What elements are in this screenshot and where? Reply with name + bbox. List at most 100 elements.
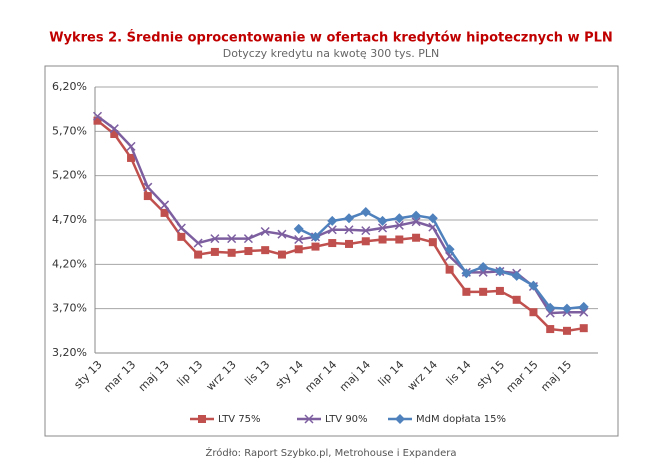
chart-subtitle: Dotyczy kredytu na kwotę 300 tys. PLN (223, 47, 439, 60)
data-point (304, 414, 314, 424)
data-point (462, 287, 471, 296)
data-point (143, 192, 152, 201)
y-tick-label: 6,20% (52, 80, 87, 93)
series-line (96, 119, 584, 333)
x-tick-label: sty 15 (474, 358, 507, 391)
x-tick-label: mar 14 (302, 358, 339, 395)
data-point (210, 247, 219, 256)
x-tick-label: lis 13 (242, 358, 272, 388)
data-point (411, 210, 422, 221)
data-point (310, 231, 321, 242)
y-tick-label: 5,20% (52, 169, 87, 182)
data-point (562, 326, 571, 335)
data-point (277, 229, 287, 239)
data-point (328, 239, 337, 248)
y-tick-label: 5,70% (52, 124, 87, 137)
data-point (327, 215, 338, 226)
source-note: Źródło: Raport Szybko.pl, Metrohouse i E… (206, 446, 457, 459)
data-point (529, 308, 538, 317)
data-point (479, 287, 488, 296)
data-point (361, 237, 370, 246)
data-point (344, 225, 354, 235)
data-point (411, 217, 421, 227)
data-point (545, 302, 556, 313)
data-point (494, 266, 505, 277)
data-point (360, 207, 371, 218)
data-point (561, 303, 572, 314)
y-tick-label: 4,70% (52, 213, 87, 226)
data-point (528, 280, 539, 291)
x-tick-label: lip 13 (175, 358, 206, 389)
data-point (445, 265, 454, 274)
legend-label: MdM dopłata 15% (416, 414, 506, 425)
data-point (210, 234, 220, 244)
x-tick-label: lip 14 (376, 358, 407, 389)
data-point (177, 232, 186, 241)
data-point (428, 238, 437, 247)
legend-label: LTV 90% (325, 414, 368, 425)
y-tick-label: 4,20% (52, 257, 87, 270)
data-point (427, 213, 438, 224)
data-point (345, 239, 354, 248)
data-point (579, 307, 589, 317)
chart-title: Wykres 2. Średnie oprocentowanie w ofert… (49, 30, 613, 46)
data-point (227, 248, 236, 257)
x-tick-label: lis 14 (444, 358, 474, 388)
data-point (160, 200, 170, 210)
x-tick-label: wrz 13 (204, 358, 239, 393)
data-point (546, 325, 555, 334)
y-tick-label: 3,20% (52, 346, 87, 359)
x-tick-label: maj 15 (538, 358, 574, 394)
data-point (327, 225, 337, 235)
data-point (395, 414, 405, 424)
data-point (260, 226, 270, 237)
data-point (198, 415, 206, 423)
data-point (109, 124, 119, 134)
data-point (394, 213, 405, 224)
x-tick-label: sty 14 (273, 358, 306, 391)
series-line (298, 210, 584, 310)
data-point (344, 213, 355, 224)
x-tick-label: sty 13 (71, 358, 104, 391)
chart-frame (44, 65, 619, 437)
x-tick-label: maj 14 (337, 358, 373, 394)
data-point (293, 223, 304, 234)
data-point (378, 223, 388, 233)
data-point (378, 235, 387, 244)
data-point (160, 208, 169, 217)
data-point (110, 129, 119, 138)
data-point (478, 261, 489, 272)
x-tick-label: mar 15 (504, 358, 541, 395)
x-tick-label: wrz 14 (405, 358, 440, 393)
data-point (311, 242, 320, 251)
data-point (512, 295, 521, 304)
data-point (511, 270, 522, 281)
data-point (361, 226, 371, 236)
data-point (395, 235, 404, 244)
data-point (294, 234, 304, 245)
data-point (194, 250, 203, 259)
data-point (176, 223, 186, 233)
data-point (294, 245, 303, 254)
data-point (126, 141, 136, 151)
data-point (545, 308, 555, 318)
data-point (578, 301, 589, 312)
data-point (579, 324, 588, 333)
data-point (394, 220, 404, 230)
data-point (93, 116, 102, 125)
data-point (412, 233, 421, 242)
data-point (261, 246, 270, 255)
x-tick-label: maj 13 (136, 358, 172, 394)
data-point (193, 238, 203, 248)
data-point (277, 250, 286, 259)
data-point (461, 268, 472, 279)
data-point (377, 215, 388, 226)
data-point (127, 153, 136, 162)
series-line (96, 115, 584, 315)
data-point (227, 234, 237, 244)
data-point (92, 111, 103, 121)
x-tick-label: mar 13 (101, 358, 138, 395)
data-point (444, 244, 455, 255)
data-point (143, 182, 153, 192)
